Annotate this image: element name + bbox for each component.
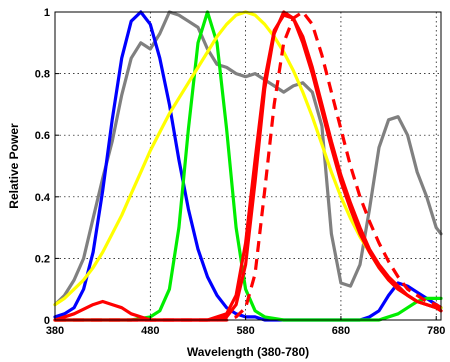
y-tick-label: 0.6	[35, 130, 50, 142]
x-tick-label: 780	[427, 325, 445, 337]
x-tick-label: 580	[236, 325, 254, 337]
x-tick-label: 680	[332, 325, 350, 337]
y-tick-label: 1	[44, 7, 50, 19]
x-tick-label: 380	[46, 325, 64, 337]
y-tick-label: 0.4	[35, 192, 51, 204]
y-tick-label: 0.8	[35, 69, 50, 81]
series-line-5	[53, 10, 443, 322]
series-layer	[53, 10, 443, 322]
x-tick-label: 480	[141, 325, 159, 337]
series-line-2	[53, 10, 443, 322]
plot-frame	[54, 11, 442, 321]
y-tick-label: 0	[44, 315, 50, 327]
axis-ticks: 380 480 580 680 780 0 0.2 0.4 0.6 0.8 1	[35, 7, 446, 337]
series-line-7	[55, 10, 442, 322]
x-axis-label: Wavelength (380-780)	[187, 345, 309, 359]
y-axis-label: Relative Power	[7, 123, 21, 209]
series-line-1	[53, 10, 443, 307]
y-tick-label: 0.2	[35, 253, 50, 265]
